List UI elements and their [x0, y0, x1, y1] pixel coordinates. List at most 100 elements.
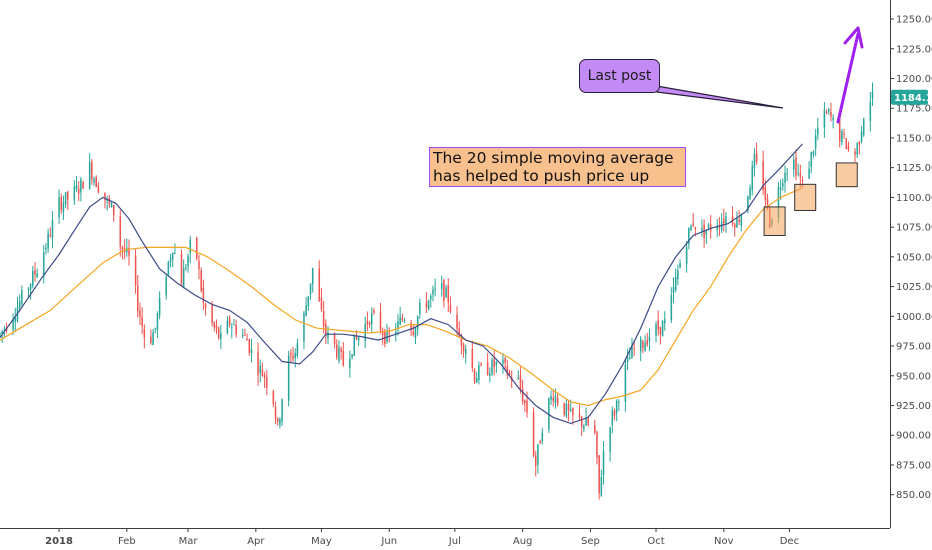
candle-body	[659, 326, 662, 335]
candle-body	[532, 412, 535, 456]
candle-body	[602, 451, 605, 476]
candle-body	[182, 268, 185, 288]
candle-body	[480, 364, 482, 366]
candle-body	[572, 407, 574, 416]
candle-body	[213, 322, 216, 328]
candle-body	[185, 267, 187, 269]
candle-body	[88, 162, 91, 189]
candle-body	[858, 141, 861, 145]
candle-body	[373, 310, 375, 313]
candle-body	[598, 455, 600, 494]
candle-body	[279, 418, 281, 425]
candle-body	[296, 343, 299, 356]
candle-body	[134, 255, 137, 285]
candle-body	[648, 336, 651, 342]
last-price-value: 1184.19	[894, 93, 932, 104]
candle-body	[248, 339, 251, 353]
candle-body	[211, 304, 213, 323]
candle-body	[349, 358, 351, 369]
candle-body	[519, 375, 522, 390]
candle-body	[747, 196, 749, 212]
candle-body	[154, 327, 157, 329]
candle-body	[626, 357, 629, 363]
candle-body	[465, 349, 467, 355]
candle-body	[165, 277, 167, 296]
candle-body	[95, 176, 97, 188]
candle-body	[812, 151, 815, 155]
candle-body	[294, 353, 296, 359]
plot-area	[0, 82, 874, 500]
sma-50-line	[0, 187, 803, 407]
time-axis: 2018 Feb Mar Apr May Jun Jul Aug Sep Oct Nov Dec	[45, 528, 799, 547]
candle-body	[419, 302, 421, 314]
candle-body	[524, 400, 526, 404]
price-tick-label: 1000.00	[896, 312, 932, 323]
support-box	[835, 162, 858, 188]
candle-body	[73, 186, 76, 200]
candle-body	[764, 186, 767, 201]
candle-body	[1, 330, 3, 334]
candle-body	[862, 119, 865, 135]
time-tick-label: May	[311, 536, 332, 547]
candle-body	[486, 361, 489, 375]
candle-body	[136, 285, 139, 312]
candle-body	[596, 431, 598, 458]
time-tick-label: Apr	[247, 536, 265, 547]
candle-body	[847, 145, 850, 150]
candle-body	[274, 406, 277, 419]
candle-body	[198, 260, 200, 269]
candle-body	[751, 166, 754, 190]
time-tick-label: Feb	[118, 536, 136, 547]
candle-body	[93, 178, 95, 183]
candle-body	[215, 325, 218, 329]
candle-body	[34, 270, 36, 275]
candle-body	[832, 117, 834, 121]
candle-body	[814, 135, 817, 149]
candle-body	[158, 297, 161, 316]
candle-body	[495, 361, 498, 366]
candle-body	[226, 320, 229, 334]
candle-body	[817, 127, 819, 135]
candle-body	[471, 348, 474, 369]
candle-body	[174, 253, 176, 255]
price-tick-label: 1025.00	[896, 282, 932, 293]
candle-body	[517, 377, 520, 379]
candle-body	[869, 102, 872, 122]
candle-body	[705, 230, 708, 235]
candle-body	[537, 444, 539, 465]
candle-body	[32, 270, 34, 286]
support-box	[794, 183, 817, 211]
candle-body	[257, 351, 259, 376]
candle-body	[370, 313, 373, 325]
up-arrow-icon	[836, 26, 864, 124]
candle-body	[690, 225, 692, 231]
candle-body	[233, 324, 235, 326]
candle-body	[615, 400, 618, 414]
price-tick-label: 1200.00	[896, 74, 932, 85]
candle-body	[67, 191, 69, 200]
candle-body	[670, 295, 673, 321]
last-post-callout: Last post	[579, 59, 660, 93]
candle-body	[368, 322, 371, 325]
candle-body	[292, 355, 294, 360]
candle-body	[707, 224, 710, 228]
candle-body	[381, 330, 384, 336]
candle-body	[661, 321, 664, 337]
candle-body	[541, 432, 544, 442]
candle-body	[440, 283, 443, 290]
candle-body	[217, 327, 220, 339]
candle-body	[860, 131, 863, 142]
candle-body	[539, 441, 541, 444]
candle-body	[353, 334, 356, 356]
candle-body	[753, 154, 756, 169]
candle-body	[723, 218, 725, 224]
candle-body	[121, 246, 124, 250]
candle-body	[318, 268, 321, 302]
candle-body	[473, 369, 476, 383]
candle-body	[123, 248, 126, 253]
candle-body	[565, 403, 568, 417]
candle-body	[633, 348, 635, 350]
time-tick-label: Nov	[714, 536, 734, 547]
price-tick-label: 950.00	[896, 371, 931, 382]
candle-body	[639, 338, 642, 352]
